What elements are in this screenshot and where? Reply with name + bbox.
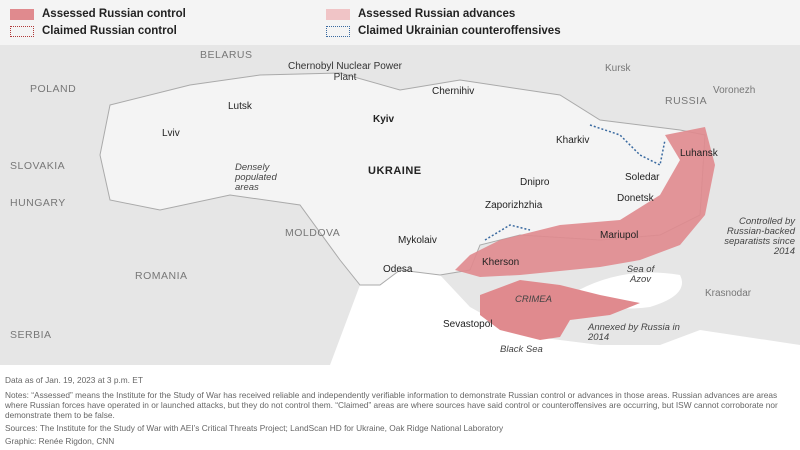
annexed-annotation: Annexed by Russia in 2014 [588, 322, 680, 343]
sources: Sources: The Institute for the Study of … [5, 423, 504, 433]
legend-assessed-control: Assessed Russian control [10, 8, 186, 20]
map-shapes [99, 72, 800, 365]
legend-label: Assessed Russian control [42, 8, 186, 20]
graphic-credit: Graphic: Renée Rigdon, CNN [5, 436, 115, 446]
city-label: Kherson [482, 257, 520, 268]
city-label: Chernihiv [432, 86, 475, 97]
separatists-annotation: Controlled by Russian-backed separatists… [724, 216, 795, 257]
legend: Assessed Russian control Assessed Russia… [0, 0, 800, 45]
city-label: Dnipro [520, 177, 550, 188]
legend-claimed-counteroffensive: Claimed Ukrainian counteroffensives [326, 25, 561, 37]
black-sea [330, 270, 800, 365]
city-label: Lutsk [228, 101, 252, 112]
country-label: POLAND [30, 83, 77, 95]
city-label: Mykolaiv [398, 235, 437, 246]
country-label: SERBIA [10, 329, 52, 341]
legend-label: Claimed Ukrainian counteroffensives [358, 25, 561, 37]
country-label: SLOVAKIA [10, 160, 66, 172]
notes: Notes: “Assessed” means the Institute fo… [5, 390, 778, 420]
swatch [326, 25, 350, 37]
swatch [10, 25, 34, 37]
populated-annotation: Densely populated areas [235, 162, 277, 193]
city-label: Luhansk [680, 148, 718, 159]
city-label: Voronezh [713, 85, 756, 96]
country-label: ROMANIA [135, 270, 188, 282]
swatch [10, 8, 34, 20]
country-label: BELARUS [200, 49, 253, 61]
city-label: Zaporizhzhia [485, 200, 543, 211]
city-label: Mariupol [600, 230, 639, 241]
legend-claimed-control: Claimed Russian control [10, 25, 177, 37]
city-label: Kharkiv [556, 135, 590, 146]
chernobyl-annotation: Chernobyl Nuclear Power Plant [288, 61, 402, 83]
city-label: Kursk [605, 63, 631, 74]
legend-label: Assessed Russian advances [358, 8, 516, 20]
city-label: Odesa [383, 264, 413, 275]
country-label: MOLDOVA [285, 227, 341, 239]
crimea-label: CRIMEA [515, 294, 552, 305]
country-label: HUNGARY [10, 197, 66, 209]
ukrainian-counteroffensive-line-south [484, 224, 531, 241]
data-date: Data as of Jan. 19, 2023 at 3 p.m. ET [5, 375, 143, 385]
sea-of-azov-label: Sea of Azov [626, 264, 655, 285]
legend-label: Claimed Russian control [42, 25, 177, 37]
city-label: Lviv [162, 128, 180, 139]
city-label: Sevastopol [443, 319, 493, 330]
russian-control-area [455, 127, 715, 277]
city-label: Kyiv [373, 114, 395, 125]
swatch [326, 8, 350, 20]
city-label: Soledar [625, 172, 660, 183]
country-label: RUSSIA [665, 95, 708, 107]
city-label: Donetsk [617, 193, 654, 204]
country-label: UKRAINE [368, 165, 422, 177]
map: BELARUS POLAND SLOVAKIA HUNGARY MOLDOVA … [0, 45, 800, 365]
city-label: Krasnodar [705, 288, 752, 299]
legend-assessed-advances: Assessed Russian advances [326, 8, 515, 20]
crimea [480, 280, 640, 340]
ukrainian-counteroffensive-line [589, 124, 666, 167]
black-sea-label: Black Sea [500, 344, 543, 355]
